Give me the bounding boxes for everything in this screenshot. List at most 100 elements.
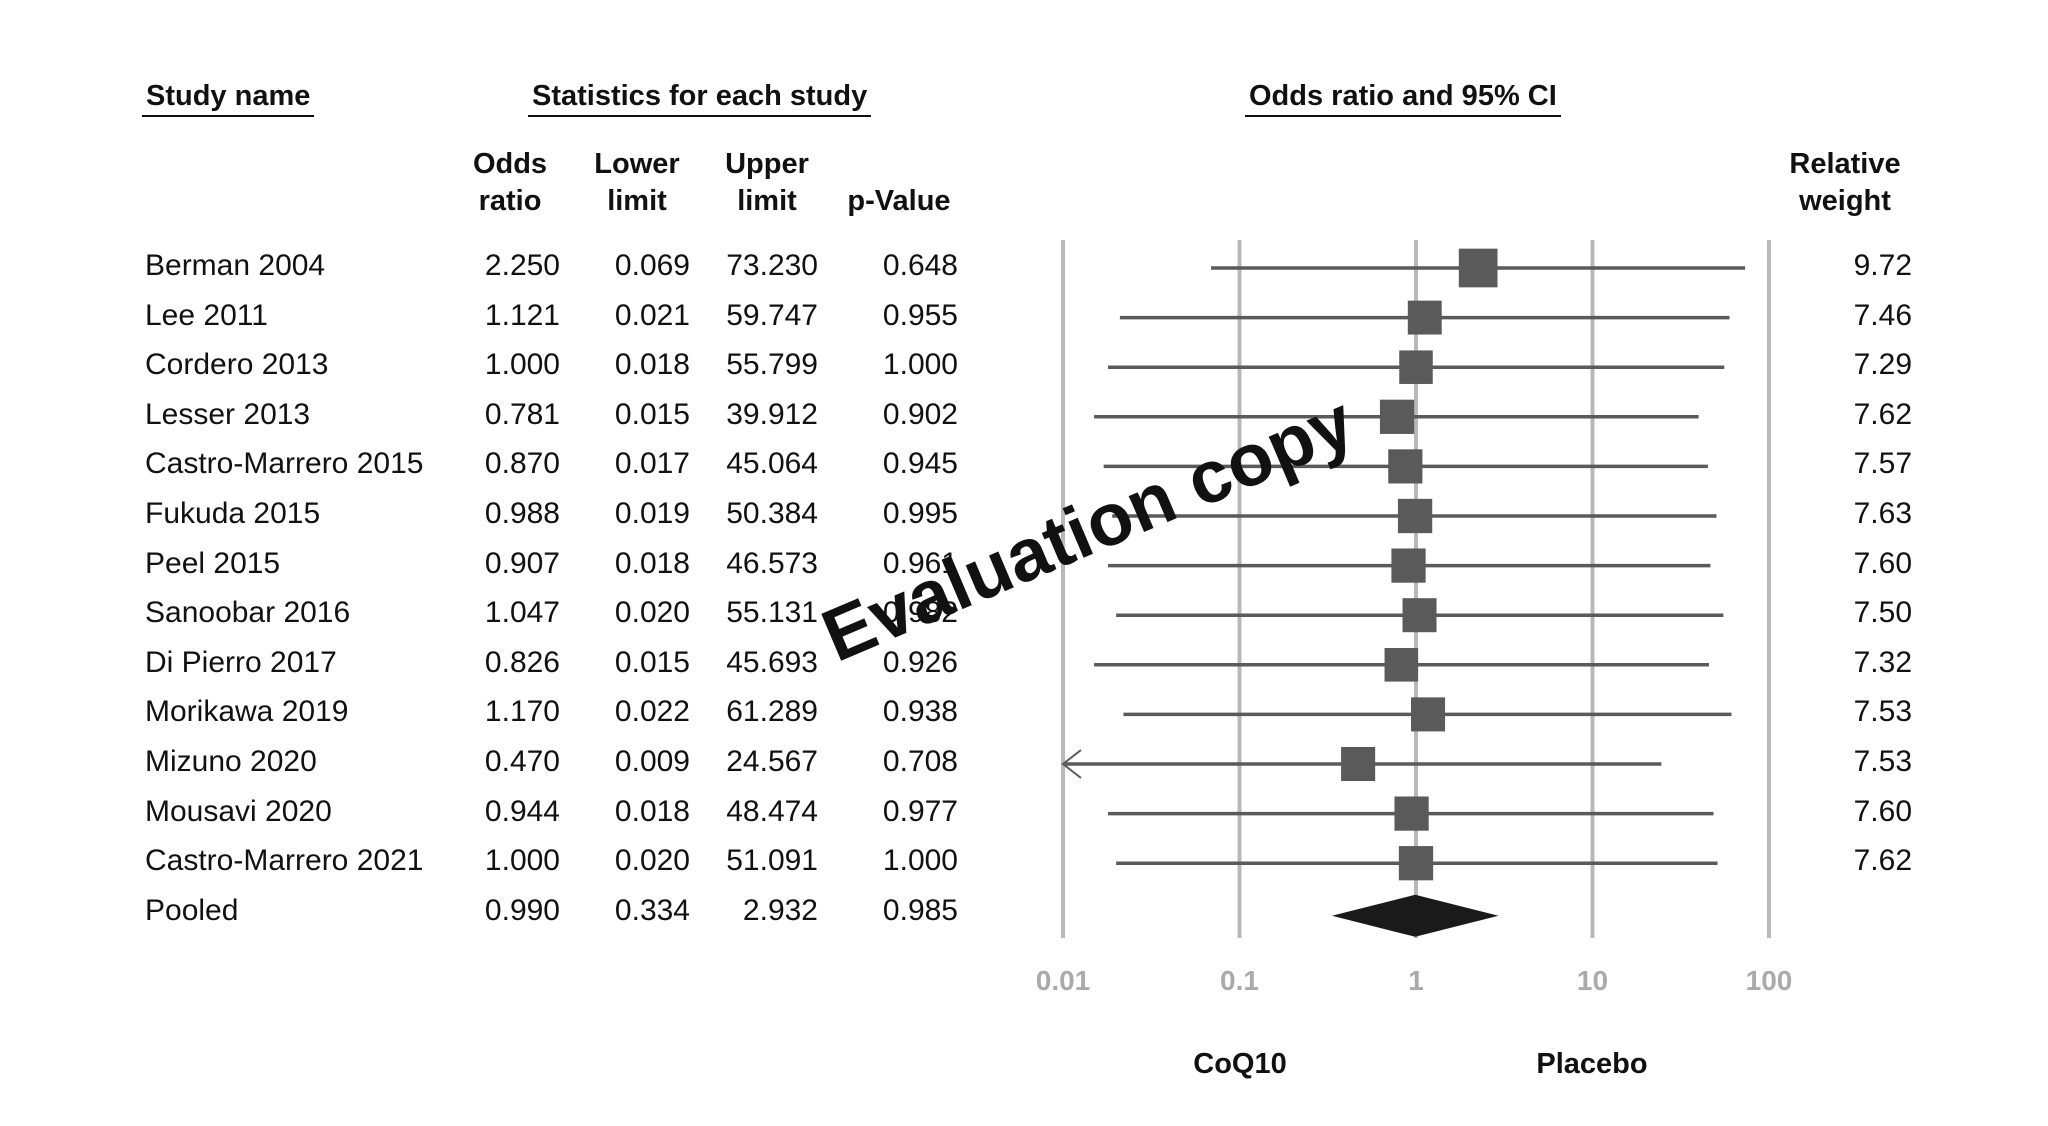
lower-limit-cell: 0.017 [614,447,690,481]
study-name-header: Study name [142,80,315,117]
odds-ratio-cell: 1.000 [484,844,560,878]
p-value-cell: 0.955 [882,298,958,332]
upper-limit-cell: 55.799 [726,348,818,382]
relative-weight-header-line1: Relative [1789,148,1901,180]
odds-ratio-cell: 1.121 [484,298,560,332]
point-estimate-square [1411,697,1446,732]
lower-limit-cell: 0.020 [614,844,690,878]
p-value-cell: 1.000 [882,348,958,382]
x-tick-label: 0.1 [1220,965,1259,996]
ci-clipped-arrow [1061,749,1082,779]
point-estimate-square [1397,498,1433,534]
relative-weight-cell: 7.50 [1853,596,1912,630]
statistics-header: Statistics for each study [528,80,872,117]
study-name-cell: Sanoobar 2016 [145,596,351,630]
p-value-cell: 0.982 [882,596,958,630]
odds-ratio-cell: 0.988 [484,497,560,530]
point-estimate-square [1398,846,1434,881]
lower-limit-cell: 0.018 [614,794,690,828]
x-tick-label: 10 [1576,965,1609,996]
relative-weight-cell: 7.46 [1853,298,1912,332]
study-name-cell: Castro-Marrero 2021 [145,844,424,878]
p-value-cell: 0.961 [882,546,958,580]
p-value-cell: 0.938 [882,695,958,729]
lower-limit-cell: 0.021 [614,298,690,332]
odds-ratio-cell: 1.000 [484,348,560,382]
point-estimate-square [1402,598,1437,633]
relative-weight-column-header: Relative weight [1765,146,1925,220]
odds-ratio-cell: 0.990 [484,893,560,927]
upper-limit-cell: 45.693 [726,645,818,679]
lower-limit-cell: 0.015 [614,397,690,431]
upper-limit-cell: 48.474 [726,794,818,828]
upper-limit-cell: 51.091 [726,844,818,878]
upper-limit-header-line1: Upper [725,148,809,180]
relative-weight-cell: 9.72 [1853,249,1912,282]
point-estimate-square [1379,399,1415,434]
upper-limit-cell: 46.573 [726,546,818,580]
lower-limit-cell: 0.009 [614,745,690,778]
study-name-cell: Peel 2015 [145,546,281,580]
x-tick-label: 100 [1745,965,1793,996]
relative-weight-cell: 7.62 [1853,844,1912,878]
lower-limit-cell: 0.018 [614,348,690,382]
p-value-cell: 0.995 [882,497,958,530]
x-tick-label: 0.01 [1035,965,1091,996]
study-name-cell: Berman 2004 [145,249,326,282]
odds-ratio-cell: 0.781 [484,397,560,431]
study-name-cell: Pooled [145,893,239,927]
study-name-cell: Castro-Marrero 2015 [145,447,424,481]
upper-limit-cell: 45.064 [726,447,818,481]
odds-ratio-cell: 0.826 [484,645,560,679]
relative-weight-cell: 7.32 [1853,645,1912,679]
odds-ratio-header-line2: ratio [478,185,542,217]
upper-limit-cell: 39.912 [726,397,818,431]
upper-limit-cell: 24.567 [726,745,818,778]
odds-ratio-cell: 1.047 [484,596,560,630]
p-value-column-header: p-Value [847,185,951,217]
lower-limit-cell: 0.069 [614,249,690,282]
relative-weight-cell: 7.60 [1853,546,1912,580]
lower-limit-cell: 0.018 [614,546,690,580]
lower-limit-cell: 0.334 [614,893,690,927]
favours-left-label: CoQ10 [1193,1048,1287,1080]
point-estimate-square [1388,449,1423,484]
odds-ratio-cell: 0.907 [484,546,560,580]
upper-limit-cell: 61.289 [726,695,818,729]
odds-ratio-cell: 0.944 [484,794,560,828]
pooled-diamond [1331,894,1499,937]
odds-ratio-cell: 0.470 [484,745,560,778]
odds-ratio-cell: 0.870 [484,447,560,481]
p-value-cell: 0.926 [882,645,958,679]
favours-right-label: Placebo [1536,1048,1648,1080]
study-name-cell: Lee 2011 [145,298,268,332]
upper-limit-cell: 55.131 [726,596,818,630]
p-value-cell: 0.708 [882,745,958,778]
lower-limit-cell: 0.020 [614,596,690,630]
point-estimate-square [1399,350,1433,384]
lower-limit-cell: 0.019 [614,497,690,530]
relative-weight-cell: 7.63 [1853,497,1912,530]
odds-ratio-cell: 1.170 [484,695,560,729]
study-name-cell: Morikawa 2019 [145,695,349,729]
point-estimate-square [1341,746,1376,782]
point-estimate-square [1384,648,1419,682]
p-value-cell: 0.902 [882,397,958,431]
upper-limit-cell: 73.230 [726,249,818,282]
p-value-cell: 0.985 [882,893,958,927]
upper-limit-header-line2: limit [737,185,797,217]
lower-limit-header-line1: Lower [594,148,680,180]
study-name-cell: Mizuno 2020 [145,745,317,778]
lower-limit-column-header: Lower limit [582,146,692,220]
point-estimate-square [1407,300,1442,335]
p-value-cell: 0.945 [882,447,958,481]
plot-header: Odds ratio and 95% CI [1245,80,1561,117]
study-name-cell: Cordero 2013 [145,348,329,382]
study-name-cell: Mousavi 2020 [145,794,332,828]
odds-ratio-header-line1: Odds [472,148,548,180]
x-tick-label: 1 [1408,965,1424,996]
p-value-cell: 0.977 [882,794,958,828]
point-estimate-square [1458,248,1498,288]
relative-weight-header-line2: weight [1799,185,1891,217]
